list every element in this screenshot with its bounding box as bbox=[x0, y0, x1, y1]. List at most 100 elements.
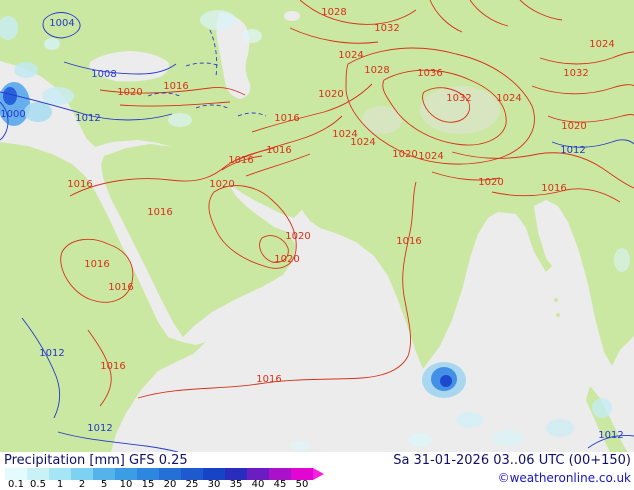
isobar-value-label: 1036 bbox=[417, 68, 442, 79]
precipitation-patch bbox=[24, 102, 52, 122]
isobar-value-label: 1020 bbox=[117, 87, 142, 98]
scale-label: 40 bbox=[251, 479, 265, 490]
isobar-value-label: 1016 bbox=[541, 183, 566, 194]
scale-label: 30 bbox=[207, 479, 221, 490]
isobar-value-label: 1020 bbox=[478, 177, 503, 188]
isobar-value-label: 1000 bbox=[0, 109, 25, 120]
isobar-value-label: 1004 bbox=[49, 18, 74, 29]
scale-label: 1 bbox=[56, 479, 64, 490]
isobar-value-label: 1016 bbox=[266, 145, 291, 156]
colorbar-segment bbox=[247, 468, 269, 480]
scale-label: 0.1 bbox=[8, 479, 24, 490]
colorbar-segment bbox=[115, 468, 137, 480]
isobar-value-label: 1032 bbox=[563, 68, 588, 79]
isobar-value-label: 1024 bbox=[338, 50, 363, 61]
isobar-value-label: 1020 bbox=[318, 89, 343, 100]
precipitation-patch bbox=[546, 419, 574, 437]
precipitation-patch bbox=[290, 441, 310, 451]
isobar-contours-red bbox=[60, 0, 634, 407]
precipitation-patch bbox=[242, 29, 262, 43]
precipitation-patch bbox=[456, 412, 484, 428]
colorbar-segment bbox=[27, 468, 49, 480]
isobar-contours-blue bbox=[0, 12, 634, 452]
weather-map-image: 1004 1008 1000 1012 1012 1012 1012 1012 1020 1016… bbox=[0, 0, 634, 452]
isobar-value-label: 1020 bbox=[274, 254, 299, 265]
precipitation-patch bbox=[44, 38, 60, 50]
precipitation-patch bbox=[168, 113, 192, 127]
precipitation-patch bbox=[3, 87, 17, 105]
precipitation-patch bbox=[42, 87, 74, 105]
caspian-sea bbox=[216, 12, 251, 99]
isobar-value-label: 1028 bbox=[364, 65, 389, 76]
land-andaman-island bbox=[554, 298, 558, 302]
colorbar-arrow bbox=[313, 468, 324, 480]
colorbar-segment bbox=[71, 468, 93, 480]
isobar-value-label: 1012 bbox=[560, 145, 585, 156]
scale-label: 45 bbox=[273, 479, 287, 490]
colorbar-segment bbox=[159, 468, 181, 480]
colorbar-segment bbox=[93, 468, 115, 480]
colorbar-segment bbox=[5, 468, 27, 480]
scale-label: 25 bbox=[185, 479, 199, 490]
isobar-value-label: 1016 bbox=[396, 236, 421, 247]
scale-label: 50 bbox=[295, 479, 309, 490]
land-africa bbox=[0, 142, 206, 452]
isobar-value-label: 1028 bbox=[321, 7, 346, 18]
legend-bar: Precipitation [mm] GFS 0.25 Sa 31-01-202… bbox=[0, 452, 634, 490]
aral-sea bbox=[284, 11, 300, 21]
colorbar-segment bbox=[203, 468, 225, 480]
forecast-datetime: Sa 31-01-2026 03..06 UTC (00+150) bbox=[393, 453, 631, 468]
isobar-value-label: 1016 bbox=[228, 155, 253, 166]
isobar-value-label: 1012 bbox=[75, 113, 100, 124]
isobar-value-label: 1016 bbox=[147, 207, 172, 218]
colorbar-segment bbox=[49, 468, 71, 480]
isobar-value-label: 1020 bbox=[392, 149, 417, 160]
colorbar-segment bbox=[291, 468, 313, 480]
isobar-value-label: 1016 bbox=[108, 282, 133, 293]
isobar-value-label: 1012 bbox=[39, 348, 64, 359]
precipitation-patch bbox=[492, 430, 524, 446]
isobar-value-label: 1012 bbox=[87, 423, 112, 434]
scale-label: 35 bbox=[229, 479, 243, 490]
scale-label: 2 bbox=[78, 479, 86, 490]
isobar-value-label: 1016 bbox=[100, 361, 125, 372]
scale-label: 10 bbox=[119, 479, 133, 490]
isobar-value-label: 1032 bbox=[446, 93, 471, 104]
scale-label: 0.5 bbox=[30, 479, 46, 490]
colorbar-segment bbox=[225, 468, 247, 480]
isobar-value-label: 1024 bbox=[350, 137, 375, 148]
isobar-value-label: 1024 bbox=[589, 39, 614, 50]
copyright-text: ©weatheronline.co.uk bbox=[497, 471, 631, 485]
precipitation-colorbar bbox=[5, 468, 324, 480]
precipitation-patch bbox=[0, 16, 18, 40]
isobar-labels: 1004 1008 1000 1012 1012 1012 1012 1012 1020 1016… bbox=[0, 7, 623, 441]
precipitation-patch bbox=[592, 398, 612, 418]
legend-title: Precipitation [mm] GFS 0.25 bbox=[4, 453, 188, 468]
isobar-value-label: 1020 bbox=[561, 121, 586, 132]
land-arabia bbox=[101, 144, 296, 337]
isobar-value-label: 1012 bbox=[598, 430, 623, 441]
isobar-value-label: 1016 bbox=[84, 259, 109, 270]
isobar-value-label: 1032 bbox=[374, 23, 399, 34]
scale-label: 5 bbox=[100, 479, 108, 490]
isobar-value-label: 1024 bbox=[418, 151, 443, 162]
isobar-value-label: 1016 bbox=[274, 113, 299, 124]
isobar-value-label: 1016 bbox=[256, 374, 281, 385]
terrain-shading bbox=[362, 86, 500, 134]
isobar-value-label: 1020 bbox=[209, 179, 234, 190]
colorbar-segment bbox=[269, 468, 291, 480]
colorbar-scale-labels: 0.1 0.5 1 2 5 10 15 20 25 30 35 40 45 50 bbox=[5, 480, 313, 490]
map-area: 1004 1008 1000 1012 1012 1012 1012 1012 1020 1016… bbox=[0, 0, 634, 452]
scale-label: 20 bbox=[163, 479, 177, 490]
isobar-value-label: 1024 bbox=[496, 93, 521, 104]
precipitation-patch bbox=[200, 10, 236, 30]
colorbar-segment bbox=[181, 468, 203, 480]
isobar-value-label: 1016 bbox=[67, 179, 92, 190]
colorbar-segment bbox=[137, 468, 159, 480]
isobar-value-label: 1016 bbox=[163, 81, 188, 92]
scale-label: 15 bbox=[141, 479, 155, 490]
isobar-value-label: 1024 bbox=[332, 129, 357, 140]
land-andaman-island bbox=[556, 313, 560, 317]
isobar-value-label: 1008 bbox=[91, 69, 116, 80]
